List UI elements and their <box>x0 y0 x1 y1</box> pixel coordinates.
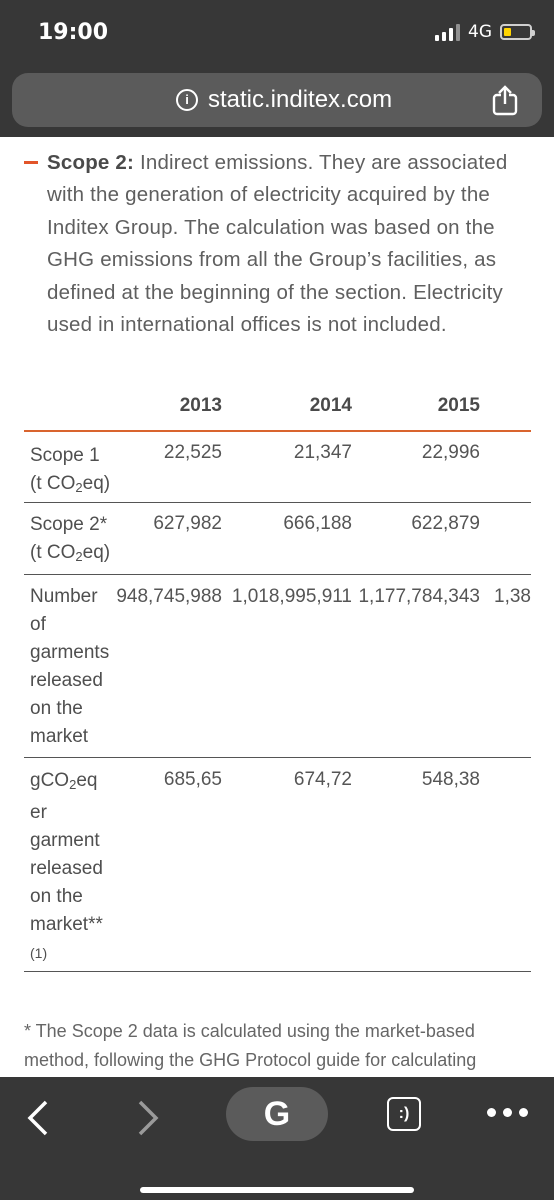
google-search-button[interactable]: G <box>226 1087 328 1141</box>
scope2-text: Indirect emissions. They are associated … <box>47 151 508 337</box>
address-bar[interactable]: i static.inditex.com <box>12 73 542 127</box>
back-button[interactable] <box>26 1097 50 1148</box>
tabs-button[interactable]: :) <box>387 1097 421 1131</box>
gco2-2013: 685,65 <box>163 769 222 790</box>
battery-icon <box>500 24 535 40</box>
home-indicator <box>140 1187 414 1193</box>
browser-toolbar: G :) <box>0 1077 554 1200</box>
info-icon[interactable]: i <box>176 89 198 111</box>
year-header-2014: 2014 <box>309 395 352 416</box>
forward-button[interactable] <box>136 1097 160 1148</box>
row-rule <box>24 502 531 503</box>
row-label-garments: Number of garments released on the marke… <box>30 586 110 747</box>
row-rule <box>24 757 531 758</box>
google-icon: G <box>263 1095 291 1133</box>
garments-2016-partial: 1,38 <box>494 586 531 607</box>
signal-icon <box>435 23 460 41</box>
network-type: 4G <box>468 22 492 42</box>
row-label-scope2: Scope 2* (t CO2eq) <box>30 514 111 564</box>
garments-2014: 1,018,995,911 <box>231 586 352 607</box>
status-time: 19:00 <box>38 20 109 45</box>
scope2-label: Scope 2: <box>47 151 135 174</box>
header-rule <box>24 430 531 432</box>
row-rule <box>24 971 531 972</box>
more-menu-button[interactable] <box>487 1108 528 1117</box>
gco2-2015: 548,38 <box>421 769 480 790</box>
url-text[interactable]: static.inditex.com <box>208 86 393 113</box>
scope1-2013: 22,525 <box>163 442 222 463</box>
row-rule <box>24 574 531 575</box>
gco2-2014: 674,72 <box>293 769 352 790</box>
top-bar: 19:00 4G i static.inditex.com <box>0 0 554 137</box>
share-icon[interactable] <box>490 84 520 116</box>
scope1-2015: 22,996 <box>421 442 480 463</box>
scope2-2014: 666,188 <box>283 513 352 534</box>
footnote: * The Scope 2 data is calculated using t… <box>24 1021 477 1070</box>
year-header-2015: 2015 <box>437 395 480 416</box>
garments-2015: 1,177,784,343 <box>358 586 480 607</box>
chevron-right-icon <box>138 1100 159 1136</box>
row-label-scope1: Scope 1 (t CO2eq) <box>30 445 111 495</box>
scope2-2013: 627,982 <box>153 513 222 534</box>
year-header-2013: 2013 <box>179 395 222 416</box>
status-indicators: 4G <box>435 22 535 42</box>
bullet-dash <box>24 161 38 164</box>
tabs-icon: :) <box>398 1105 410 1122</box>
garments-2013: 948,745,988 <box>116 586 222 607</box>
chevron-left-icon <box>27 1100 48 1136</box>
page-content: Scope 2: Indirect emissions. They are as… <box>0 137 554 1077</box>
scope2-paragraph: Scope 2: Indirect emissions. They are as… <box>47 147 537 341</box>
row-label-gco2-per-garment: gCO2eq er garment released on the market… <box>30 770 103 961</box>
scope2-2015: 622,879 <box>411 513 480 534</box>
scope1-2014: 21,347 <box>293 442 352 463</box>
